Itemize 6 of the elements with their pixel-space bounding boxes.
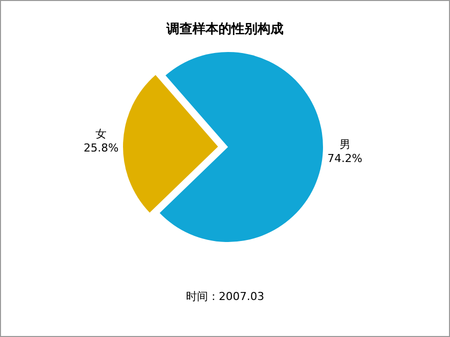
data-label: 74.2% [327,152,362,165]
slice-label: 女 [96,128,107,141]
slice-label: 男 [339,138,350,151]
chart-title: 调查样本的性别构成 [166,22,284,37]
data-label: 25.8% [84,142,119,155]
text: 时间：2007.03 [186,290,264,303]
